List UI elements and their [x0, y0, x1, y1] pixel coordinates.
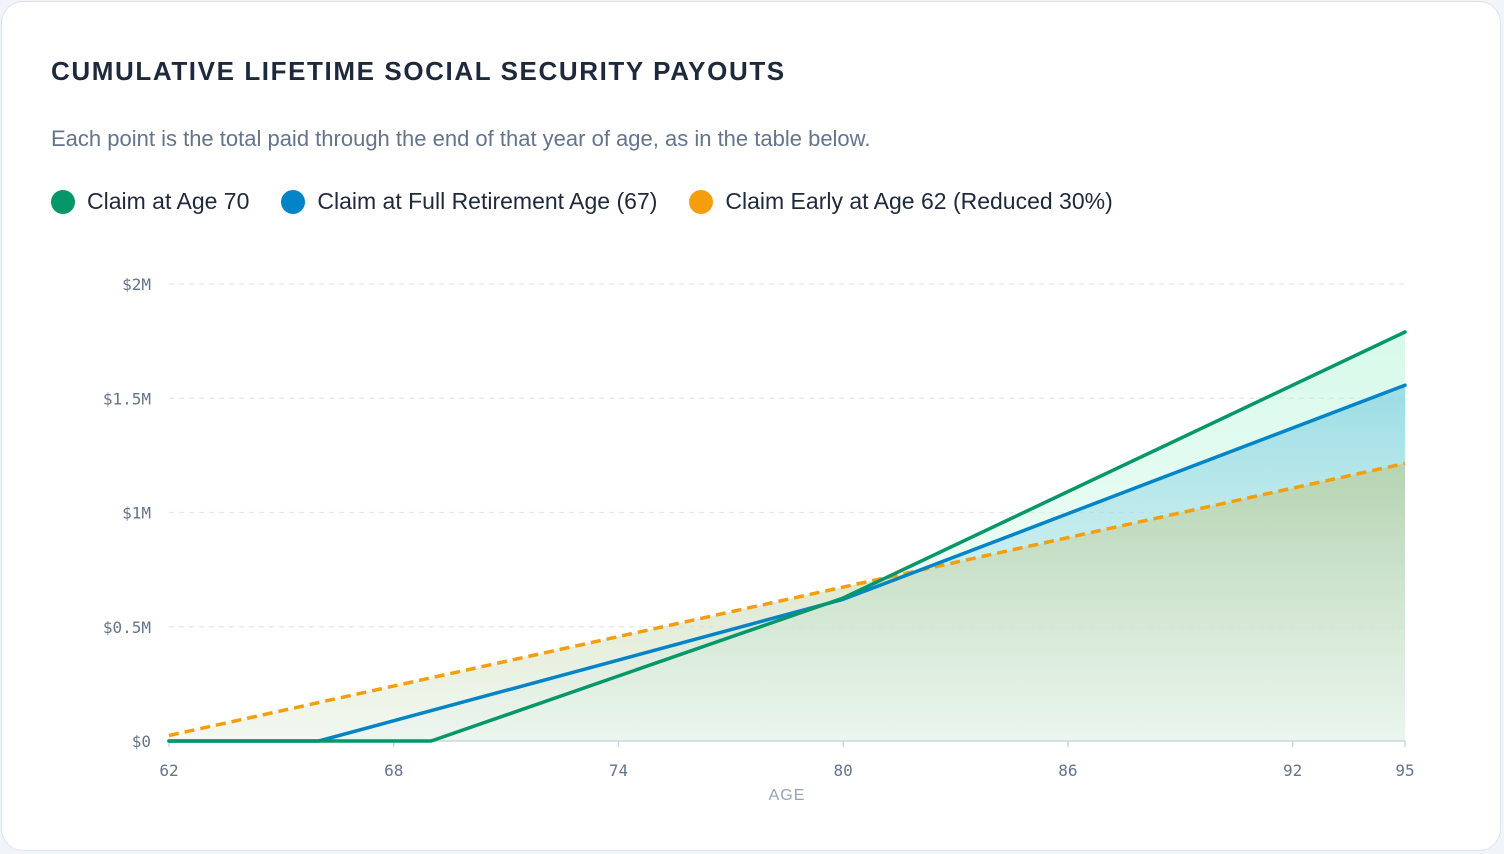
y-tick-label: $0	[132, 732, 151, 751]
chart-legend: Claim at Age 70 Claim at Full Retirement…	[51, 188, 1145, 215]
line-early-62	[168, 461, 1406, 738]
legend-label-age-70: Claim at Age 70	[87, 188, 250, 214]
legend-item-age-70[interactable]: Claim at Age 70	[51, 188, 249, 215]
x-tick-label: 86	[1058, 761, 1077, 780]
x-tick-label: 74	[609, 761, 628, 780]
line-age-70	[167, 330, 1407, 743]
x-tick-label: 80	[834, 761, 853, 780]
y-tick-label: $1.5M	[103, 389, 151, 408]
y-tick-label: $0.5M	[103, 618, 151, 637]
x-tick-label: 95	[1395, 761, 1414, 780]
x-axis-label: AGE	[769, 787, 806, 804]
chart-subtitle: Each point is the total paid through the…	[51, 126, 871, 151]
x-tick-label: 92	[1283, 761, 1302, 780]
x-tick-label: 62	[159, 761, 178, 780]
series-lines	[167, 330, 1407, 743]
legend-swatch-full-retirement	[281, 189, 306, 214]
area-fills	[169, 332, 1405, 741]
y-tick-label: $2M	[122, 275, 151, 294]
chart-title: CUMULATIVE LIFETIME SOCIAL SECURITY PAYO…	[51, 56, 786, 86]
legend-label-early-62: Claim Early at Age 62 (Reduced 30%)	[725, 188, 1113, 214]
legend-item-early-62[interactable]: Claim Early at Age 62 (Reduced 30%)	[689, 188, 1113, 215]
y-tick-label: $1M	[122, 504, 151, 523]
legend-swatch-early-62	[689, 189, 714, 214]
legend-swatch-age-70	[51, 189, 75, 214]
legend-label-full-retirement: Claim at Full Retirement Age (67)	[317, 188, 658, 214]
legend-item-full-retirement[interactable]: Claim at Full Retirement Age (67)	[281, 188, 657, 215]
x-tick-label: 68	[384, 761, 403, 780]
